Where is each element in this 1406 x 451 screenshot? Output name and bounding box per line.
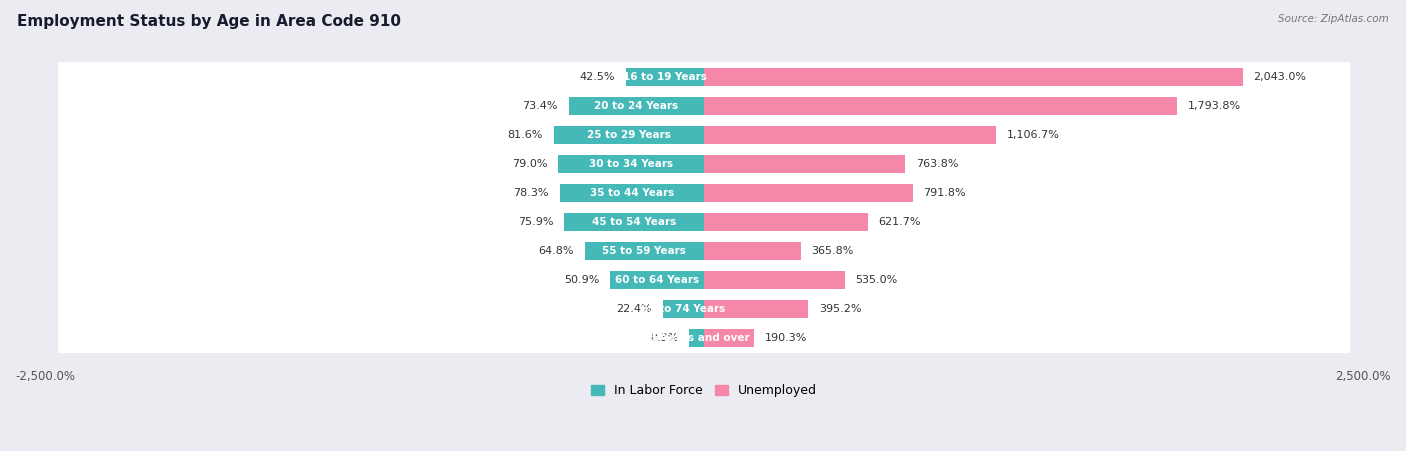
Text: 190.3%: 190.3% — [765, 333, 807, 343]
Bar — [704, 97, 1177, 115]
Text: 60 to 64 Years: 60 to 64 Years — [614, 275, 699, 285]
Text: 55 to 59 Years: 55 to 59 Years — [602, 246, 686, 256]
Text: 763.8%: 763.8% — [915, 159, 959, 169]
Bar — [704, 271, 845, 289]
Text: 1,106.7%: 1,106.7% — [1007, 130, 1059, 140]
Text: 64.8%: 64.8% — [538, 246, 574, 256]
Legend: In Labor Force, Unemployed: In Labor Force, Unemployed — [586, 379, 821, 402]
Bar — [704, 213, 868, 231]
Bar — [568, 97, 704, 115]
FancyBboxPatch shape — [58, 323, 1350, 353]
Bar — [626, 69, 704, 86]
Bar — [704, 184, 912, 202]
Bar — [689, 329, 704, 347]
Text: 50.9%: 50.9% — [564, 275, 599, 285]
Text: 2,043.0%: 2,043.0% — [1253, 72, 1306, 82]
Text: 79.0%: 79.0% — [512, 159, 548, 169]
Bar — [610, 271, 704, 289]
Text: Source: ZipAtlas.com: Source: ZipAtlas.com — [1278, 14, 1389, 23]
Text: 535.0%: 535.0% — [856, 275, 898, 285]
Bar — [704, 126, 995, 144]
Bar — [560, 184, 704, 202]
Bar — [704, 300, 808, 318]
FancyBboxPatch shape — [58, 294, 1350, 324]
Bar — [704, 329, 754, 347]
FancyBboxPatch shape — [58, 207, 1350, 237]
Bar — [585, 242, 704, 260]
Text: 22.4%: 22.4% — [617, 304, 652, 314]
Bar — [704, 155, 905, 173]
Text: 25 to 29 Years: 25 to 29 Years — [586, 130, 671, 140]
Bar — [662, 300, 704, 318]
FancyBboxPatch shape — [58, 236, 1350, 266]
Text: 1,793.8%: 1,793.8% — [1188, 101, 1240, 111]
FancyBboxPatch shape — [58, 62, 1350, 92]
Bar — [558, 155, 704, 173]
Text: 45 to 54 Years: 45 to 54 Years — [592, 217, 676, 227]
Text: 30 to 34 Years: 30 to 34 Years — [589, 159, 673, 169]
Text: 395.2%: 395.2% — [818, 304, 862, 314]
Text: 73.4%: 73.4% — [523, 101, 558, 111]
Bar — [704, 242, 800, 260]
FancyBboxPatch shape — [58, 120, 1350, 150]
Text: 365.8%: 365.8% — [811, 246, 853, 256]
Text: 20 to 24 Years: 20 to 24 Years — [595, 101, 679, 111]
Text: 42.5%: 42.5% — [579, 72, 614, 82]
FancyBboxPatch shape — [58, 265, 1350, 295]
Text: 8.3%: 8.3% — [650, 333, 678, 343]
Text: 81.6%: 81.6% — [508, 130, 543, 140]
FancyBboxPatch shape — [58, 178, 1350, 208]
Bar — [564, 213, 704, 231]
Text: 35 to 44 Years: 35 to 44 Years — [589, 188, 673, 198]
FancyBboxPatch shape — [58, 91, 1350, 121]
Text: 621.7%: 621.7% — [879, 217, 921, 227]
FancyBboxPatch shape — [58, 149, 1350, 179]
Bar — [554, 126, 704, 144]
Text: 75 Years and over: 75 Years and over — [644, 333, 749, 343]
Text: Employment Status by Age in Area Code 910: Employment Status by Age in Area Code 91… — [17, 14, 401, 28]
Text: 16 to 19 Years: 16 to 19 Years — [623, 72, 707, 82]
Text: 75.9%: 75.9% — [517, 217, 554, 227]
Bar — [704, 69, 1243, 86]
Text: 65 to 74 Years: 65 to 74 Years — [641, 304, 725, 314]
Text: 78.3%: 78.3% — [513, 188, 550, 198]
Text: 791.8%: 791.8% — [924, 188, 966, 198]
